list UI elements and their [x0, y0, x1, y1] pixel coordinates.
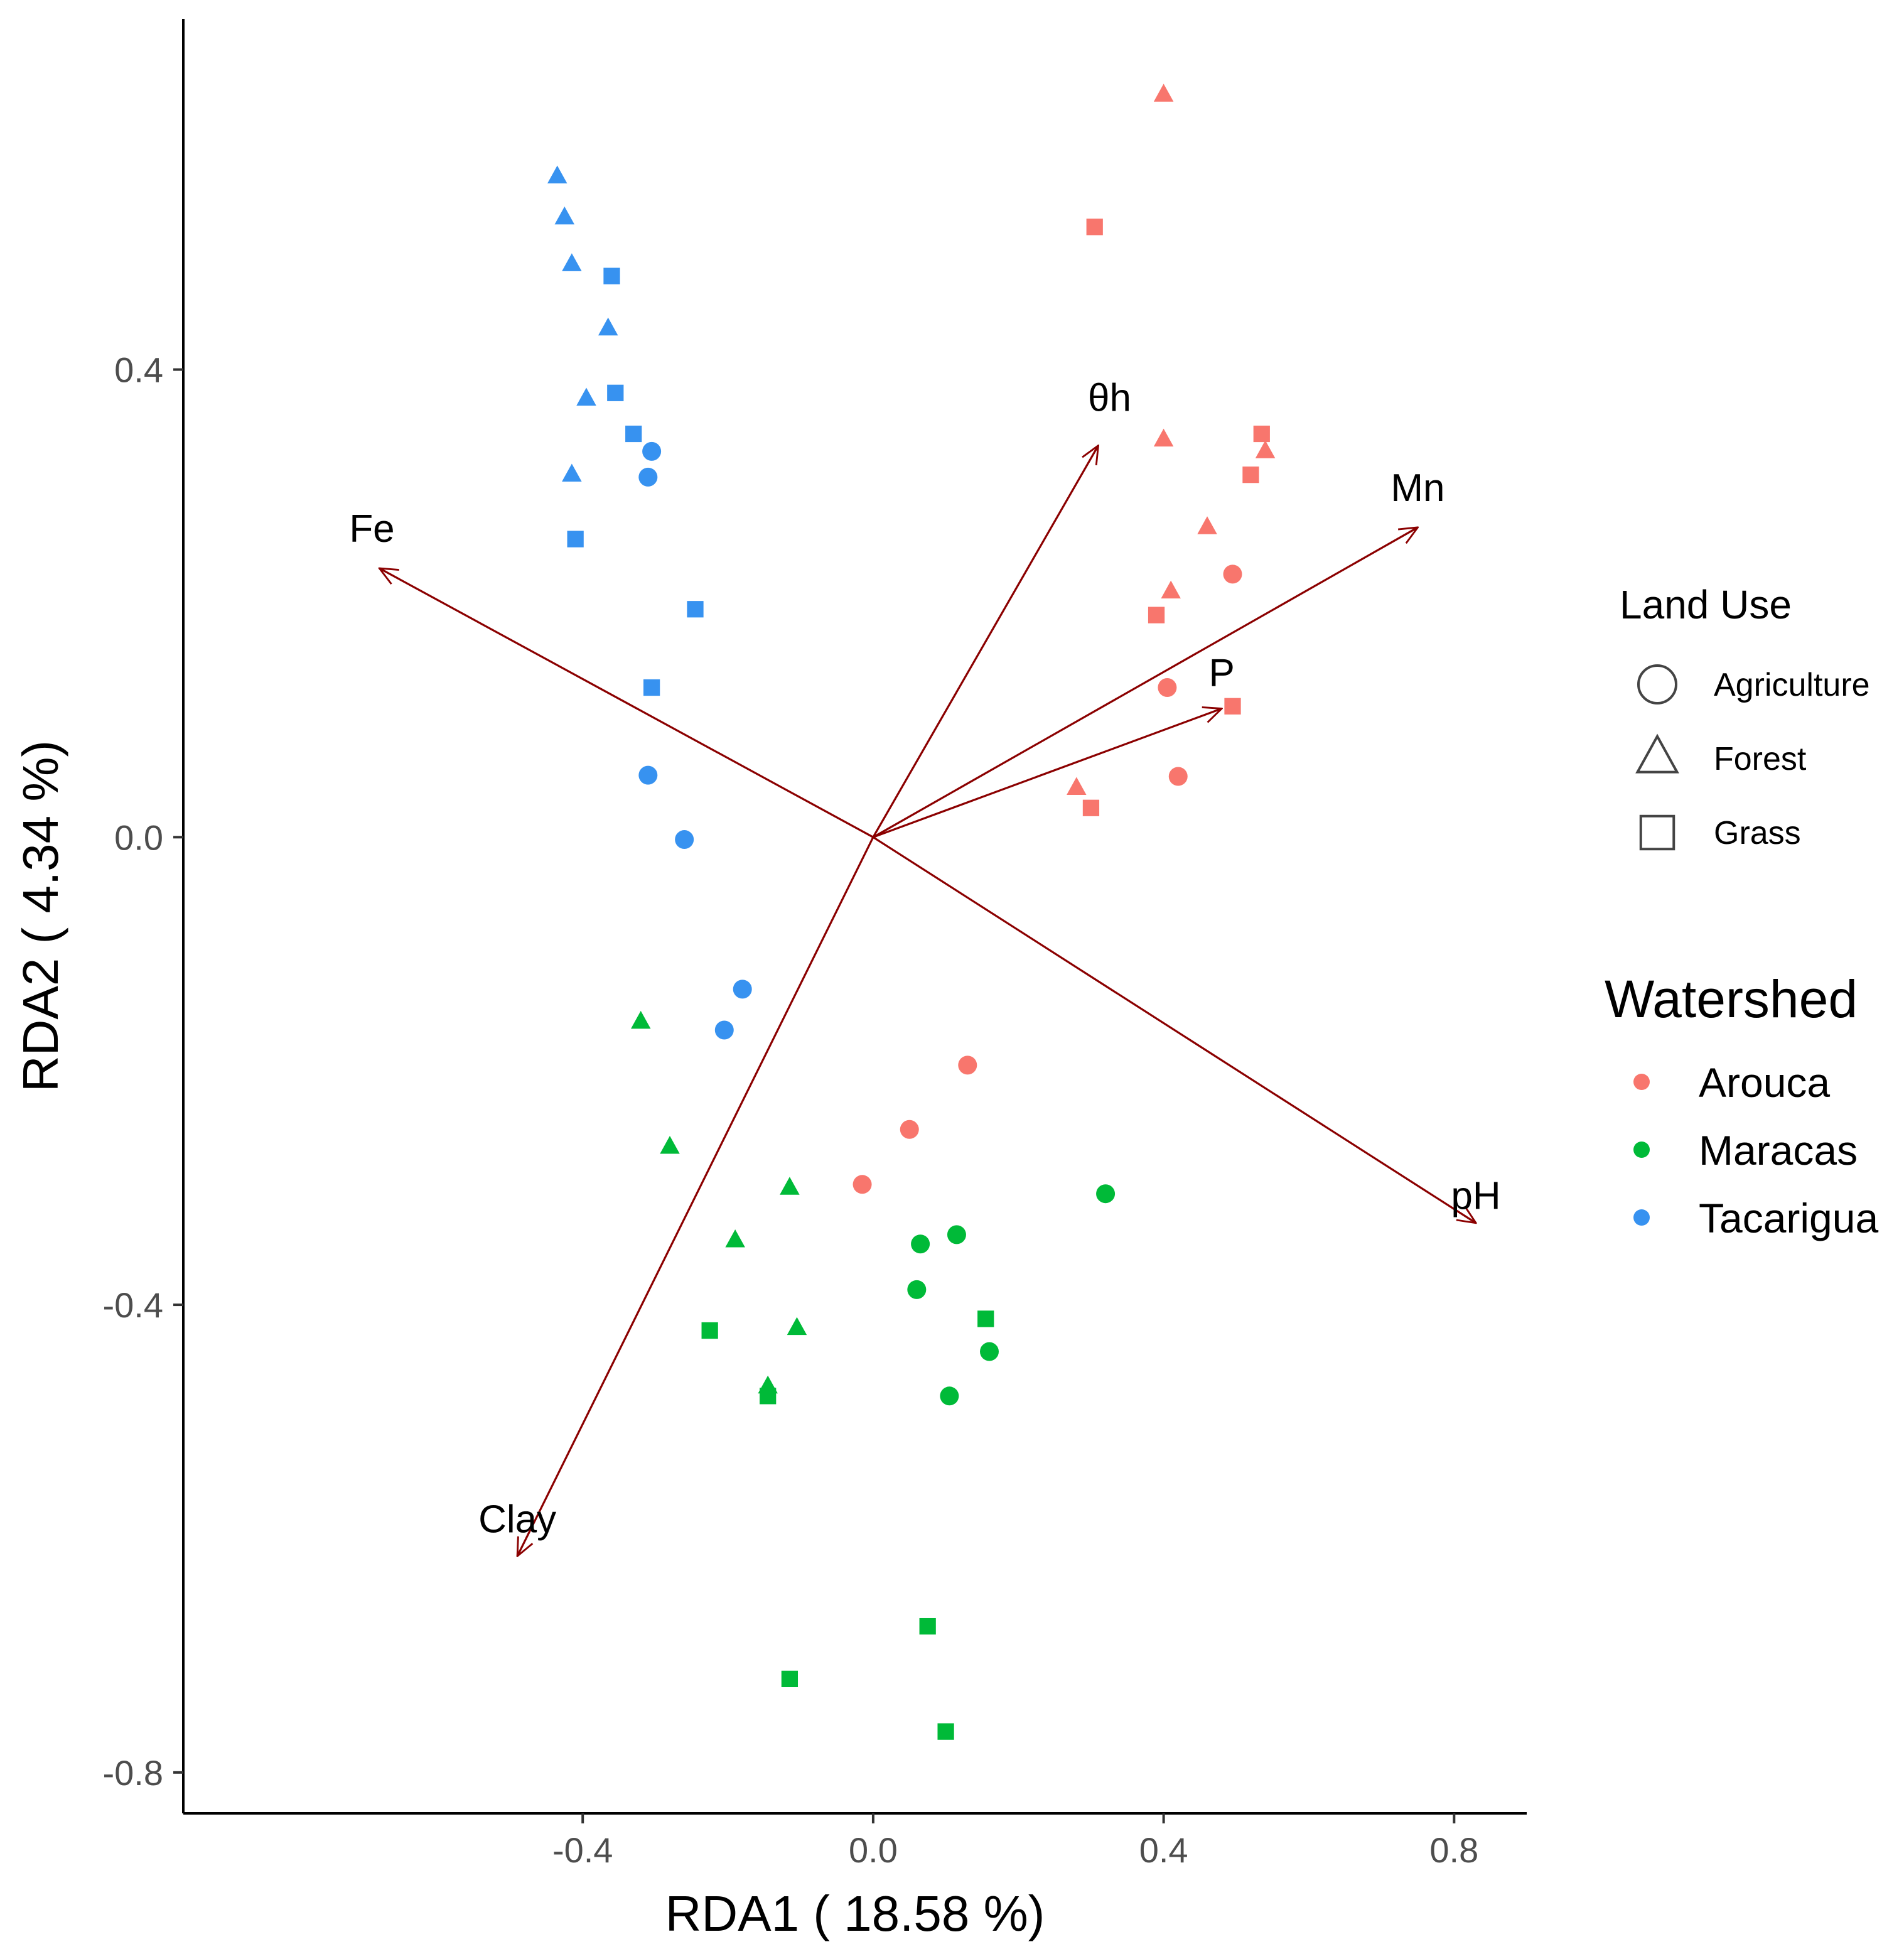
legend-color-dot: [1633, 1142, 1650, 1158]
vector-arrow-4: [873, 836, 1476, 1223]
data-point: [701, 1322, 718, 1339]
data-point: [781, 1670, 799, 1688]
x-tick-label: -0.4: [552, 1830, 613, 1870]
data-point: [675, 830, 694, 850]
legend-color-dot: [1633, 1209, 1650, 1226]
data-point: [919, 1617, 936, 1635]
data-point: [1197, 516, 1217, 534]
data-point: [940, 1386, 959, 1406]
vector-arrow-0: [379, 568, 874, 838]
data-point: [1255, 440, 1276, 458]
data-point: [603, 267, 620, 284]
data-point: [980, 1342, 999, 1361]
legend-land-use-label: Forest: [1714, 741, 1807, 777]
data-point: [1253, 425, 1270, 443]
vector-label: Fe: [349, 507, 394, 551]
data-point: [562, 253, 582, 271]
data-point: [576, 387, 596, 406]
data-point: [1153, 428, 1174, 447]
y-tick-label: -0.4: [103, 1285, 164, 1325]
y-tick-label: 0.4: [114, 350, 163, 390]
data-point: [947, 1225, 966, 1244]
sample-points: [547, 84, 1276, 1740]
legend-watershed-label: Maracas: [1699, 1127, 1858, 1174]
vector-label: pH: [1451, 1175, 1500, 1218]
data-point: [780, 1177, 800, 1195]
vector-arrow-1: [872, 446, 1099, 838]
axes: -0.4 0.0 0.4 0.8 -0.8 -0.4 0.0 0.4 RDA1 ( 18.58 …: [13, 19, 1527, 1941]
data-point: [1224, 698, 1241, 715]
data-point: [714, 1020, 734, 1040]
data-point: [907, 1280, 927, 1299]
data-point: [638, 467, 658, 487]
legend-shape-square: [1639, 814, 1675, 851]
vector-arrow-3: [873, 709, 1222, 838]
y-tick-label: 0.0: [114, 818, 163, 857]
vector-arrow-2: [873, 527, 1418, 838]
data-point: [1086, 219, 1103, 235]
legend: Land Use Agriculture Forest Grass Watershed A…: [1605, 582, 1878, 1241]
legend-color-dot: [1633, 1074, 1650, 1090]
vector-label: Clay: [478, 1498, 556, 1541]
data-point: [1161, 580, 1181, 599]
legend-watershed-label: Arouca: [1699, 1059, 1830, 1106]
vector-label: Mn: [1390, 467, 1444, 510]
vector-label: θh: [1088, 377, 1131, 420]
data-point: [1223, 564, 1242, 584]
data-point: [725, 1229, 745, 1248]
data-point: [1148, 607, 1165, 623]
data-point: [547, 165, 567, 184]
data-point: [631, 1010, 651, 1029]
data-point: [643, 679, 660, 696]
data-point: [567, 531, 584, 548]
data-point: [1082, 799, 1100, 816]
legend-watershed-title: Watershed: [1605, 969, 1858, 1028]
data-point: [787, 1317, 807, 1336]
legend-watershed-label: Tacarigua: [1699, 1195, 1878, 1241]
y-axis-title: RDA2 ( 4.34 %): [13, 740, 68, 1092]
x-tick-label: 0.4: [1139, 1830, 1188, 1870]
data-point: [625, 425, 642, 443]
data-point: [911, 1234, 930, 1254]
x-tick-label: 0.0: [849, 1830, 898, 1870]
data-point: [638, 765, 658, 785]
vector-label: P: [1208, 652, 1234, 695]
x-axis-title: RDA1 ( 18.58 %): [665, 1886, 1045, 1941]
legend-shape-circle: [1637, 664, 1677, 704]
data-point: [1067, 777, 1087, 795]
data-point: [642, 441, 662, 461]
data-point: [1242, 467, 1259, 483]
data-point: [598, 317, 618, 336]
data-point: [977, 1310, 994, 1327]
data-point: [733, 980, 752, 999]
legend-land-use-label: Agriculture: [1714, 667, 1870, 703]
data-point: [900, 1120, 919, 1139]
data-point: [687, 601, 704, 618]
biplot-vectors: Fe θh Mn PpH Clay: [349, 377, 1501, 1557]
vector-arrow-5: [517, 836, 874, 1556]
data-point: [1153, 84, 1174, 102]
data-point: [607, 384, 624, 401]
data-point: [562, 463, 582, 482]
legend-shape-triangle: [1635, 733, 1679, 774]
data-point: [852, 1175, 872, 1194]
data-point: [1096, 1184, 1116, 1204]
data-point: [554, 206, 575, 225]
data-point: [958, 1055, 977, 1075]
data-point: [1168, 767, 1188, 786]
data-point: [937, 1723, 954, 1740]
y-tick-label: -0.8: [103, 1753, 164, 1793]
data-point: [660, 1136, 680, 1154]
data-point: [760, 1388, 777, 1405]
data-point: [1158, 678, 1177, 698]
legend-land-use-label: Grass: [1714, 815, 1801, 851]
x-tick-label: 0.8: [1429, 1830, 1478, 1870]
legend-land-use-title: Land Use: [1620, 582, 1792, 627]
